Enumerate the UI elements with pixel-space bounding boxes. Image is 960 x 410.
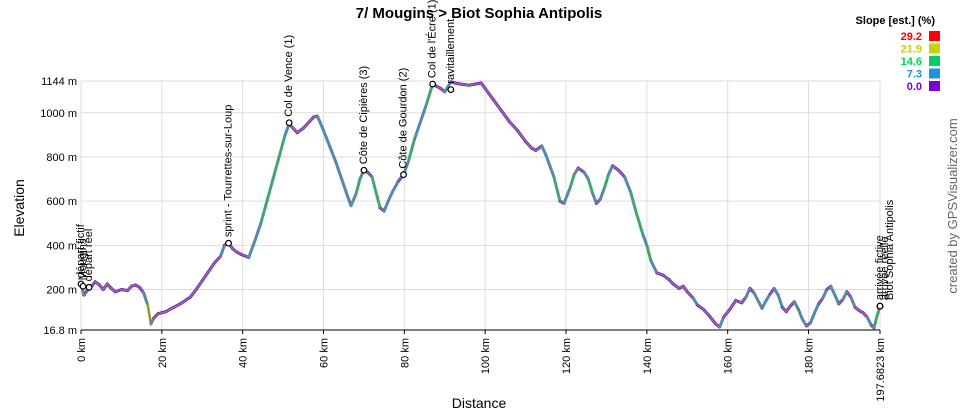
legend-value: 0.0 bbox=[907, 81, 922, 93]
x-tick-label: 197.6823 km bbox=[875, 338, 887, 402]
legend-value: 29.2 bbox=[901, 31, 922, 43]
legend-title: Slope [est.] (%) bbox=[856, 15, 936, 27]
waypoint-marker bbox=[429, 80, 437, 88]
waypoint-label: Biot Sophia Antipolis bbox=[884, 199, 896, 300]
waypoint-label: Côte de Gourdon (2) bbox=[398, 68, 410, 169]
y-tick-label: 400 m bbox=[46, 240, 77, 252]
waypoint-label: arrivée fictive bbox=[874, 235, 886, 300]
legend-swatch bbox=[929, 43, 940, 54]
x-tick-label: 120 km bbox=[561, 338, 573, 374]
waypoint-marker bbox=[360, 166, 368, 174]
chart-title: 7/ Mougins > Biot Sophia Antipolis bbox=[356, 5, 603, 22]
legend-value: 7.3 bbox=[907, 69, 922, 81]
y-tick-label: 200 m bbox=[46, 285, 77, 297]
x-tick-label: 0 km bbox=[76, 338, 88, 362]
x-tick-label: 180 km bbox=[804, 338, 816, 374]
waypoint-label: départ réel bbox=[83, 229, 95, 282]
waypoint-label: Col de l'Écre (1) bbox=[426, 0, 439, 78]
y-axis-ticks: 16.8 m 200 m 400 m 600 m 800 m 1000 m 1144 m bbox=[40, 76, 77, 337]
y-tick-label: 1144 m bbox=[41, 76, 77, 88]
slope-legend: Slope [est.] (%) 29.221.914.67.30.0 bbox=[856, 15, 940, 93]
waypoint-marker bbox=[85, 283, 93, 291]
y-tick-label: 800 m bbox=[46, 152, 77, 164]
x-tick-label: 60 km bbox=[319, 338, 331, 368]
y-tick-label: 16.8 m bbox=[43, 325, 77, 337]
waypoint-marker bbox=[400, 171, 407, 179]
waypoint-label: départ fictif bbox=[75, 223, 87, 278]
x-axis-ticks: 0 km 20 km 40 km 60 km 80 km 100 km 120 km 140 … bbox=[76, 330, 887, 402]
waypoint-marker bbox=[876, 302, 884, 310]
legend-swatch bbox=[929, 56, 940, 66]
x-tick-label: 140 km bbox=[642, 338, 654, 374]
x-axis-title: Distance bbox=[452, 395, 507, 410]
waypoint-label: ravitaillement bbox=[445, 19, 457, 84]
x-tick-label: 20 km bbox=[157, 338, 169, 368]
waypoint-marker bbox=[79, 282, 87, 290]
x-tick-label: 100 km bbox=[480, 338, 492, 374]
credit-text: created by GPSVisualizer.com bbox=[945, 118, 960, 293]
x-tick-label: 80 km bbox=[399, 338, 411, 368]
x-tick-label: 40 km bbox=[238, 338, 250, 368]
profile-line bbox=[80, 80, 881, 330]
waypoint-marker bbox=[447, 86, 455, 94]
elevation-profile bbox=[79, 80, 882, 330]
waypoint-label: sprint - Tourrettes-sur-Loup bbox=[223, 105, 235, 237]
legend-value: 21.9 bbox=[901, 44, 922, 56]
waypoint-marker bbox=[285, 119, 293, 127]
y-tick-label: 1000 m bbox=[40, 108, 77, 120]
grid-lines bbox=[80, 80, 881, 331]
legend-value: 14.6 bbox=[901, 56, 922, 68]
waypoint-marker bbox=[225, 239, 232, 247]
waypoint-label: Col de Vence (1) bbox=[283, 35, 295, 117]
y-axis-title: Elevation bbox=[11, 179, 27, 237]
x-tick-label: 160 km bbox=[723, 338, 735, 374]
waypoint-label: Côte de Cipières (3) bbox=[358, 66, 370, 164]
legend-swatch bbox=[929, 68, 940, 79]
y-tick-label: 600 m bbox=[46, 196, 77, 208]
waypoint-label: arrivée réelle bbox=[879, 237, 891, 301]
legend-swatch bbox=[929, 81, 940, 91]
waypoint-label: Mougins bbox=[77, 238, 89, 280]
legend-swatch bbox=[929, 31, 940, 41]
